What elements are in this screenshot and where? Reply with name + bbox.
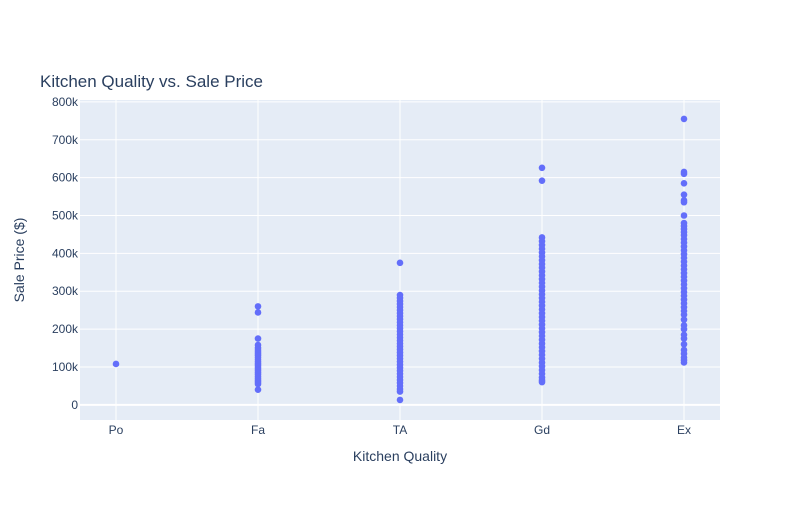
y-tick-label: 600k: [52, 171, 79, 185]
data-point: [254, 335, 262, 342]
x-axis-label: Kitchen Quality: [353, 448, 447, 464]
tick-layer: Po Fa TA Gd Ex 0 100k 200k 300k 400k 500k 600k 700k 8…: [52, 95, 691, 437]
data-point: [254, 303, 262, 310]
data-point: [254, 380, 262, 388]
data-point: [680, 180, 688, 187]
x-tick-label: Fa: [251, 423, 265, 437]
data-point: [680, 198, 688, 206]
chart-title: Kitchen Quality vs. Sale Price: [40, 72, 263, 91]
data-point: [396, 388, 404, 395]
y-tick-label: 300k: [52, 284, 79, 298]
x-tick-label: TA: [393, 423, 407, 437]
data-point: [396, 259, 404, 267]
y-tick-label: 400k: [52, 246, 79, 260]
data-point: [680, 335, 688, 342]
data-point: [680, 191, 688, 198]
data-point: [680, 170, 688, 178]
y-tick-label: 500k: [52, 209, 79, 223]
y-tick-label: 0: [71, 398, 78, 412]
x-tick-label: Ex: [677, 423, 691, 437]
data-point: [112, 360, 120, 368]
y-tick-label: 100k: [52, 360, 79, 374]
point-layer: [112, 115, 688, 404]
y-axis-label: Sale Price ($): [11, 218, 27, 303]
data-point: [680, 316, 688, 323]
data-point: [538, 164, 546, 172]
data-point: [680, 115, 688, 123]
x-tick-label: Gd: [534, 423, 550, 437]
data-point: [538, 177, 546, 184]
data-point: [254, 309, 262, 316]
y-tick-label: 700k: [52, 133, 79, 147]
data-point: [680, 359, 688, 366]
y-tick-label: 200k: [52, 322, 79, 336]
y-tick-label: 800k: [52, 95, 79, 109]
data-point: [396, 396, 404, 404]
data-point: [680, 325, 688, 333]
data-point: [680, 340, 688, 348]
data-point: [680, 212, 688, 219]
x-tick-label: Po: [109, 423, 124, 437]
data-point: [538, 378, 546, 386]
data-point: [680, 311, 688, 319]
data-point: [254, 386, 262, 394]
